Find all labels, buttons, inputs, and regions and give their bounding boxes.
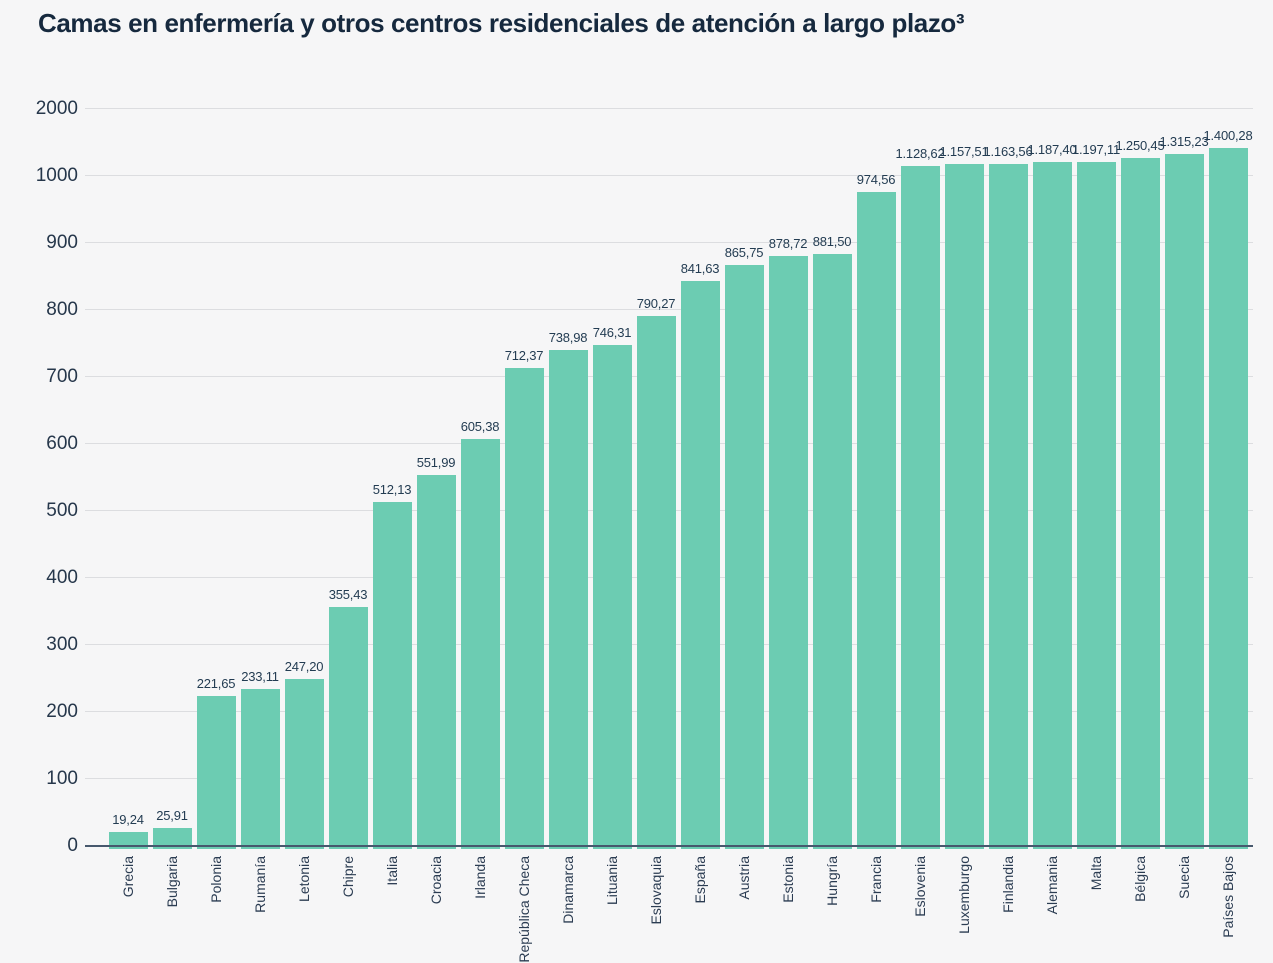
- bar: [856, 192, 896, 849]
- bar-value-label: 974,56: [856, 172, 896, 188]
- bar-value-label: 790,27: [636, 295, 676, 311]
- bar: [944, 164, 984, 849]
- bar-value-label: 1.163,56: [983, 144, 1033, 160]
- gridline: [85, 175, 1253, 176]
- bar-value-label: 878,72: [768, 236, 808, 252]
- bar-value-label: 712,37: [504, 347, 544, 363]
- bar: [240, 688, 280, 849]
- x-axis-label: Alemania: [1044, 856, 1060, 915]
- bar: [372, 501, 412, 849]
- y-axis-tick-label: 600: [46, 433, 78, 454]
- bar: [1120, 158, 1160, 849]
- y-axis-tick-label: 100: [46, 768, 78, 789]
- y-axis-tick-label: 200: [46, 701, 78, 722]
- bar: [108, 832, 148, 849]
- bar-value-label: 247,20: [284, 659, 324, 675]
- bar: [592, 344, 632, 849]
- bar-value-label: 605,38: [460, 419, 500, 435]
- bar: [284, 679, 324, 849]
- gridline: [85, 108, 1253, 109]
- x-axis-label: Grecia: [120, 856, 136, 898]
- x-axis-label: Rumanía: [252, 856, 268, 913]
- x-axis-line: [85, 845, 1253, 847]
- y-axis-tick-label: 700: [46, 366, 78, 387]
- x-axis-label: Austria: [736, 856, 752, 900]
- bar: [1164, 153, 1204, 849]
- y-axis-tick-label: 800: [46, 299, 78, 320]
- x-axis-label: Finlandia: [1000, 856, 1016, 913]
- chart-title: Camas en enfermería y otros centros resi…: [38, 8, 965, 38]
- x-axis-label: República Checa: [516, 856, 532, 963]
- bar-value-label: 1.197,11: [1071, 141, 1121, 157]
- bar: [812, 254, 852, 849]
- bar-value-label: 881,50: [812, 234, 852, 250]
- y-axis-tick-label: 900: [46, 232, 78, 253]
- y-axis-tick-label: 300: [46, 634, 78, 655]
- x-axis-label: Lituania: [604, 856, 620, 906]
- bar-value-label: 512,13: [372, 481, 412, 497]
- bar-value-label: 1.400,28: [1203, 128, 1253, 144]
- bar-value-label: 19,24: [112, 812, 144, 828]
- bar: [724, 264, 764, 849]
- bar-value-label: 746,31: [592, 324, 632, 340]
- bar: [768, 256, 808, 849]
- x-axis-label: Eslovaquia: [648, 856, 664, 925]
- bar: [900, 166, 940, 849]
- x-axis-label: Italia: [384, 856, 400, 886]
- bar-value-label: 355,43: [328, 586, 368, 602]
- bar: [1032, 162, 1072, 849]
- bar: [548, 349, 588, 849]
- bar: [1076, 161, 1116, 849]
- bar-value-label: 738,98: [548, 329, 588, 345]
- x-axis-label: Dinamarca: [560, 856, 576, 924]
- x-axis-label: Chipre: [340, 856, 356, 898]
- x-axis-label: España: [692, 856, 708, 904]
- bar: [636, 315, 676, 849]
- bar-value-label: 221,65: [196, 676, 236, 692]
- x-axis-label: Suecia: [1176, 856, 1192, 899]
- x-axis-label: Irlanda: [472, 856, 488, 899]
- bar: [988, 164, 1028, 849]
- bar: [416, 475, 456, 849]
- bar-value-label: 25,91: [156, 807, 188, 823]
- y-axis-tick-label: 0: [67, 835, 78, 856]
- y-axis-tick-label: 1000: [35, 165, 78, 186]
- x-axis-label: Hungría: [824, 856, 840, 906]
- x-axis-label: Bulgaria: [164, 856, 180, 908]
- bar-value-label: 1.128,62: [895, 146, 945, 162]
- y-axis-tick-label: 2000: [35, 98, 78, 119]
- bar-value-label: 1.315,23: [1159, 133, 1209, 149]
- bar-value-label: 841,63: [680, 261, 720, 277]
- x-axis-label: Bélgica: [1132, 856, 1148, 902]
- bar-value-label: 1.250,45: [1115, 138, 1165, 154]
- x-axis-label: Malta: [1088, 856, 1104, 891]
- gridline: [85, 309, 1253, 310]
- bar: [196, 696, 236, 849]
- bar-value-label: 551,99: [416, 455, 456, 471]
- x-axis-label: Letonia: [296, 856, 312, 902]
- bar: [328, 606, 368, 849]
- y-axis-tick-label: 400: [46, 567, 78, 588]
- x-axis-label: Estonia: [780, 856, 796, 903]
- x-axis-label: Eslovenia: [912, 856, 928, 917]
- gridline: [85, 242, 1253, 243]
- bar: [1208, 148, 1248, 849]
- x-axis-label: Francia: [868, 856, 884, 903]
- bar-value-label: 1.157,51: [939, 144, 989, 160]
- bar: [152, 827, 192, 849]
- x-axis-label: Luxemburgo: [956, 856, 972, 934]
- x-axis-label: Países Bajos: [1220, 856, 1236, 938]
- x-axis-label: Croacia: [428, 856, 444, 905]
- bar: [460, 439, 500, 849]
- y-axis-tick-label: 500: [46, 500, 78, 521]
- x-axis-label: Polonia: [208, 856, 224, 903]
- bar: [504, 367, 544, 849]
- bar: [680, 281, 720, 849]
- bar-value-label: 1.187,40: [1027, 142, 1077, 158]
- bar-value-label: 233,11: [241, 668, 279, 684]
- bar-value-label: 865,75: [724, 244, 764, 260]
